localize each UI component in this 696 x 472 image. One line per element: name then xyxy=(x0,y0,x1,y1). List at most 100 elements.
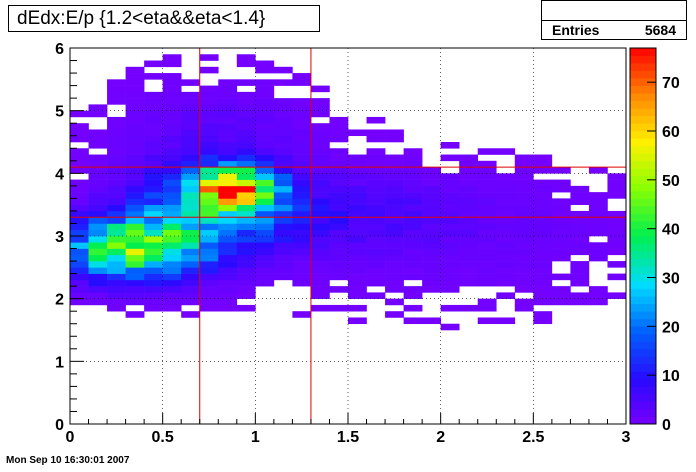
heatmap-cell xyxy=(551,198,571,205)
heatmap-cell xyxy=(218,254,238,262)
heatmap-cell xyxy=(551,286,571,293)
heatmap-cell xyxy=(181,204,201,212)
heatmap-cell xyxy=(162,154,182,162)
heatmap-cell xyxy=(570,210,590,218)
palette-segment xyxy=(630,378,656,387)
heatmap-cell xyxy=(273,223,293,231)
heatmap-cell xyxy=(533,192,553,199)
heatmap-cell xyxy=(218,167,238,174)
heatmap-cell xyxy=(348,317,367,325)
heatmap-cell xyxy=(70,154,89,162)
heatmap-cell xyxy=(403,204,423,212)
heatmap-cell xyxy=(236,129,256,137)
heatmap-cell xyxy=(533,167,553,174)
heatmap-cell xyxy=(496,179,516,187)
palette-frame xyxy=(629,47,657,425)
heatmap-cell xyxy=(329,261,349,268)
heatmap-cell xyxy=(292,217,312,224)
heatmap-cell xyxy=(588,198,608,205)
heatmap-cell xyxy=(218,304,238,312)
heatmap-cell xyxy=(107,185,126,193)
heatmap-cell xyxy=(496,254,516,262)
y-tick-label: 5 xyxy=(55,104,64,121)
heatmap-cell xyxy=(348,254,367,262)
heatmap-cell xyxy=(273,167,293,174)
heatmap-cell xyxy=(162,123,182,130)
heatmap-cell xyxy=(588,192,608,199)
heatmap-cell xyxy=(144,242,163,249)
heatmap-cell xyxy=(144,91,163,99)
heatmap-cell xyxy=(366,185,386,193)
heatmap-cell xyxy=(236,142,256,149)
heatmap-cell xyxy=(181,98,201,105)
palette-segment xyxy=(630,393,656,402)
heatmap-cell xyxy=(144,104,163,111)
heatmap-cell xyxy=(162,73,182,80)
heatmap-cell xyxy=(533,248,553,256)
heatmap-cell xyxy=(403,217,423,224)
heatmap-cell xyxy=(496,229,516,237)
heatmap-cell xyxy=(162,204,182,212)
heatmap-cell xyxy=(348,273,367,281)
heatmap-cell xyxy=(199,85,219,93)
palette-segment xyxy=(630,228,656,237)
heatmap-cell xyxy=(403,242,423,249)
heatmap-cell xyxy=(292,173,312,180)
heatmap-cell xyxy=(88,261,108,268)
heatmap-cell xyxy=(273,160,293,168)
heatmap-cell xyxy=(292,267,312,274)
heatmap-cell xyxy=(477,242,497,249)
heatmap-cell xyxy=(385,167,404,174)
heatmap-cell xyxy=(348,223,367,231)
heatmap-cell xyxy=(403,154,423,162)
heatmap-cell xyxy=(125,79,145,86)
heatmap-cell xyxy=(162,279,182,287)
heatmap-cell xyxy=(477,210,497,218)
palette-segment xyxy=(630,48,656,56)
heatmap-cell xyxy=(292,261,312,268)
heatmap-cell xyxy=(533,210,553,218)
palette-segment xyxy=(630,220,656,229)
heatmap-cell xyxy=(477,267,497,274)
heatmap-cell xyxy=(218,192,238,199)
heatmap-cell xyxy=(533,311,553,318)
heatmap-cell xyxy=(551,298,571,306)
heatmap-cell xyxy=(329,154,349,162)
heatmap-cell xyxy=(236,273,256,281)
heatmap-cell xyxy=(570,185,590,193)
heatmap-cell xyxy=(366,217,386,224)
heatmap-cell xyxy=(496,273,516,281)
heatmap-cell xyxy=(125,248,145,256)
heatmap-cell xyxy=(162,173,182,180)
heatmap-cell xyxy=(125,173,145,180)
heatmap-cell xyxy=(218,286,238,293)
heatmap-cell xyxy=(144,160,163,168)
heatmap-cell xyxy=(162,304,182,312)
heatmap-cell xyxy=(236,210,256,218)
heatmap-cell xyxy=(348,242,367,249)
palette-segment xyxy=(630,288,656,297)
heatmap-cell xyxy=(218,98,238,105)
heatmap-cell xyxy=(588,286,608,293)
heatmap-cell xyxy=(199,104,219,111)
heatmap-cell xyxy=(440,229,460,237)
heatmap-cell xyxy=(199,135,219,143)
heatmap-cell xyxy=(236,198,256,205)
x-axis: 0 0.5 1 1.5 2 2.5 3 xyxy=(66,413,631,446)
heatmap-cell xyxy=(144,204,163,212)
heatmap-cell xyxy=(144,248,163,256)
color-palette: 0 10 20 30 40 50 60 70 xyxy=(629,47,680,434)
heatmap-cell xyxy=(255,198,275,205)
heatmap-cell xyxy=(199,204,219,212)
heatmap-cell xyxy=(570,248,590,256)
heatmap-cell xyxy=(422,248,441,256)
heatmap-cell xyxy=(162,286,182,293)
heatmap-cell xyxy=(496,236,516,243)
heatmap-cell xyxy=(199,116,219,124)
heatmap-cell xyxy=(125,311,145,318)
heatmap-cell xyxy=(70,267,89,274)
heatmap-cell xyxy=(551,204,571,212)
heatmap-cell xyxy=(514,198,534,205)
heatmap-cell xyxy=(366,267,386,274)
heatmap-cell xyxy=(496,279,516,287)
